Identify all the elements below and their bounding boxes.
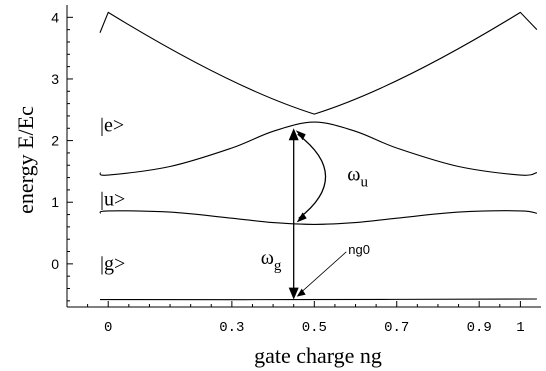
y-tick-label: 1 [51, 194, 59, 210]
energy-band-curve [99, 210, 538, 225]
arrow-head-u-bottom [296, 212, 307, 223]
annotation-label: |u> [100, 188, 125, 210]
transition-arrow-u [297, 133, 327, 219]
ng0-pointer-head [296, 288, 306, 297]
annotation-label: ωg [261, 247, 282, 274]
axes: 0 1 2 3 4 0 0.3 0.5 0.7 0.9 1 [51, 5, 541, 336]
x-tick-label: 0.3 [219, 320, 244, 336]
x-tick-label: 0.9 [467, 320, 492, 336]
energy-band-curve [99, 11, 538, 115]
x-tick-label: 0.7 [384, 320, 409, 336]
y-tick-label: 0 [51, 256, 59, 272]
energy-band-curve [99, 121, 538, 176]
y-tick-label: 3 [51, 71, 59, 87]
ng0-pointer [299, 251, 347, 294]
x-tick-label: 0.5 [302, 320, 327, 336]
x-tick-label: 1 [516, 320, 524, 336]
annotations: |e> |u> |g> ωu ωg ng0 [100, 114, 370, 300]
annotation-label: |g> [100, 253, 125, 275]
annotation-label: |e> [100, 114, 124, 136]
arrow-head-u-top [295, 130, 306, 141]
y-axis-label: energy E/Ec [13, 106, 38, 214]
x-axis-label: gate charge ng [254, 343, 382, 368]
y-tick-label: 2 [51, 133, 59, 149]
energy-curves [99, 11, 538, 301]
arrow-head-down [288, 287, 299, 300]
arrow-head-up [288, 128, 299, 141]
y-tick-label: 4 [51, 9, 59, 25]
annotation-label: ng0 [348, 242, 370, 257]
energy-band-curve [99, 298, 537, 301]
annotation-label: ωu [347, 164, 368, 191]
x-tick-label: 0 [104, 320, 112, 336]
